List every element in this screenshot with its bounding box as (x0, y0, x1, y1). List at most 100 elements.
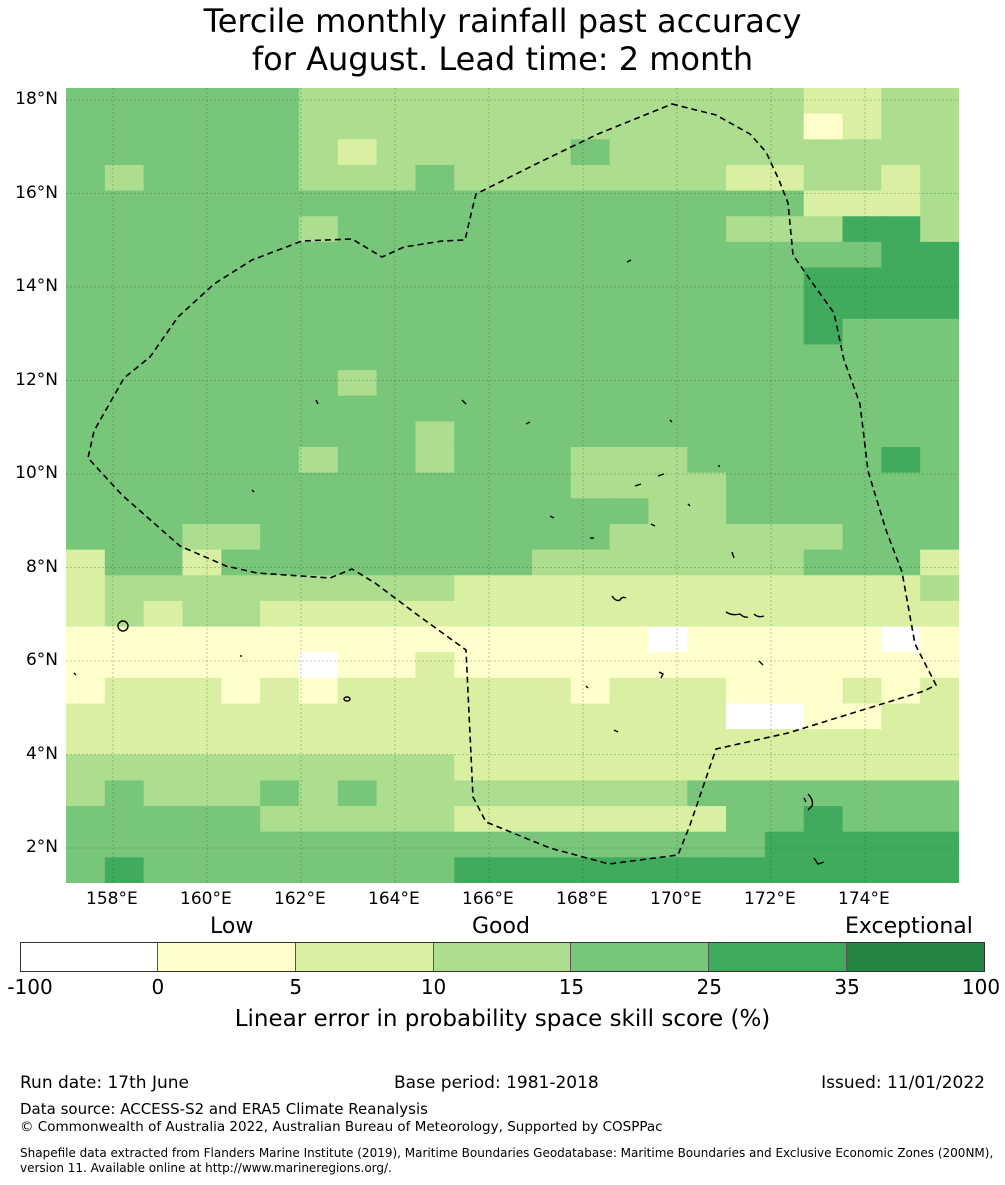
grid-cell (337, 216, 378, 243)
longitude-label: 168°E (556, 889, 608, 909)
grid-cell (454, 498, 494, 525)
grid-cell (143, 652, 184, 679)
grid-cell (376, 652, 417, 679)
colorbar-segment (295, 942, 434, 972)
colorbar-tick-label: 35 (834, 975, 860, 999)
grid-cell (415, 626, 455, 653)
grid-cell (104, 600, 145, 628)
grid-cell (531, 729, 572, 756)
grid-cell (337, 267, 378, 294)
grid-cell (376, 88, 417, 115)
grid-cell (454, 600, 494, 628)
grid-cell (454, 267, 494, 294)
grid-cell (648, 472, 688, 499)
grid-cell (298, 754, 339, 782)
grid-cell (415, 498, 455, 525)
grid-cell (337, 703, 378, 730)
grid-cell (182, 806, 222, 833)
grid-cell (726, 113, 766, 140)
grid-cell (803, 831, 844, 858)
grid-cell (337, 421, 378, 448)
grid-cell (182, 395, 222, 422)
grid-cell (182, 241, 222, 269)
grid-cell (298, 318, 339, 346)
grid-cell (531, 88, 572, 115)
grid-cell (570, 729, 611, 756)
grid-cell (221, 164, 261, 192)
grid-cell (648, 857, 688, 883)
grid-cell (531, 472, 572, 499)
grid-cell (726, 139, 766, 166)
grid-cell (415, 216, 455, 243)
grid-cell (726, 857, 766, 883)
grid-cell (920, 344, 959, 371)
grid-cell (920, 318, 959, 346)
grid-cell (66, 626, 106, 653)
grid-cell (454, 575, 494, 602)
grid-cell (609, 780, 649, 807)
grid-cell (531, 831, 572, 858)
grid-cell (493, 677, 533, 705)
grid-cell (221, 293, 261, 320)
grid-cell (726, 472, 766, 499)
longitude-label: 158°E (86, 889, 138, 909)
grid-cell (221, 575, 261, 602)
grid-cell (454, 806, 494, 833)
grid-cell (764, 703, 805, 730)
copyright: © Commonwealth of Australia 2022, Austra… (20, 1119, 663, 1135)
grid-cell (920, 780, 959, 807)
grid-cell (842, 344, 882, 371)
grid-cell (182, 447, 222, 474)
grid-cell (842, 806, 882, 833)
grid-cell (609, 88, 649, 115)
title-line-2: for August. Lead time: 2 month (251, 40, 754, 78)
grid-cell (842, 88, 882, 115)
grid-cell (609, 857, 649, 883)
grid-cell (609, 164, 649, 192)
grid-cell (531, 523, 572, 551)
grid-cell (842, 523, 882, 551)
grid-cell (881, 806, 921, 833)
latitude-label: 18°N (15, 89, 58, 109)
grid-cell (143, 703, 184, 730)
grid-cell (104, 831, 145, 858)
grid-cell (298, 677, 339, 705)
grid-cell (260, 88, 300, 115)
grid-cell (376, 549, 417, 576)
grid-cell (260, 113, 300, 140)
grid-cell (531, 652, 572, 679)
grid-cell (726, 652, 766, 679)
grid-cell (842, 677, 882, 705)
colorbar-exceptional-label: Exceptional (845, 914, 973, 939)
grid-cell (221, 318, 261, 346)
grid-cell (143, 190, 184, 217)
grid-cell (842, 652, 882, 679)
grid-cell (648, 806, 688, 833)
grid-cell (648, 600, 688, 628)
base-period: Base period: 1981-2018 (394, 1073, 599, 1093)
grid-cell (260, 831, 300, 858)
grid-cell (143, 626, 184, 653)
grid-cell (415, 395, 455, 422)
grid-cell (454, 395, 494, 422)
grid-cell (803, 216, 844, 243)
grid-cell (66, 139, 106, 166)
grid-cell (609, 139, 649, 166)
grid-cell (298, 447, 339, 474)
grid-cell (803, 421, 844, 448)
grid-cell (687, 831, 727, 858)
grid-cell (182, 754, 222, 782)
grid-cell (687, 729, 727, 756)
grid-cell (609, 498, 649, 525)
grid-cell (454, 447, 494, 474)
grid-cell (609, 421, 649, 448)
grid-cell (920, 600, 959, 628)
grid-cell (764, 216, 805, 243)
grid-cell (415, 549, 455, 576)
grid-cell (260, 139, 300, 166)
grid-cell (182, 113, 222, 140)
grid-cell (143, 472, 184, 499)
latitude-label: 16°N (15, 182, 58, 203)
grid-cell (143, 370, 184, 397)
grid-cell (298, 806, 339, 833)
